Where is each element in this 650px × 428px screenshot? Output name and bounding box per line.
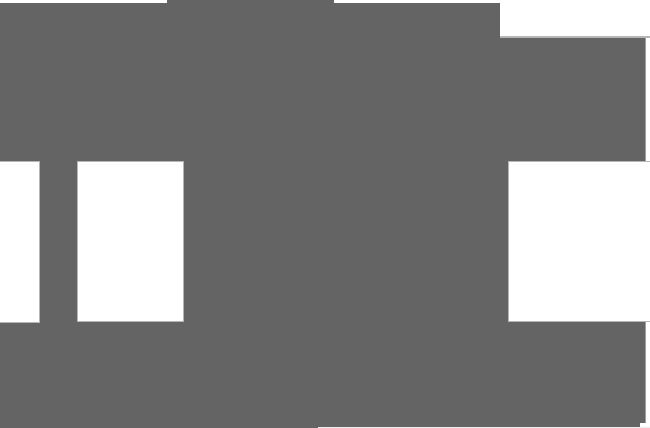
masked-region-top-right-block [500, 0, 650, 38]
masked-region-top-right-strip [334, 0, 650, 3]
masked-region-top-left-strip [0, 0, 167, 3]
masked-region-bottom-right-step [640, 423, 650, 428]
masked-region-right-panel [508, 161, 650, 322]
masked-region-left-narrow-panel [0, 161, 40, 323]
masked-region-left-wide-panel [77, 161, 184, 322]
